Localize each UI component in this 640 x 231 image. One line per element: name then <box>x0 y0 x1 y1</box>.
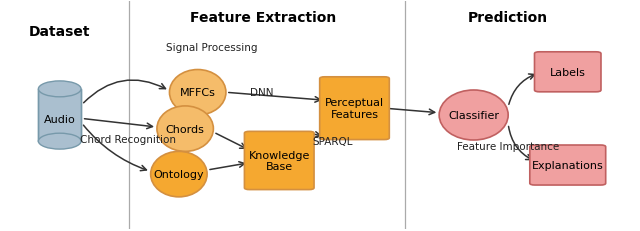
Text: Ontology: Ontology <box>154 169 204 179</box>
Text: Signal Processing: Signal Processing <box>166 43 258 53</box>
Text: Chords: Chords <box>166 124 205 134</box>
Text: Explanations: Explanations <box>532 160 604 170</box>
Text: DNN: DNN <box>250 88 273 98</box>
FancyBboxPatch shape <box>244 132 314 190</box>
Ellipse shape <box>38 82 81 97</box>
Ellipse shape <box>150 152 207 197</box>
Text: Chord Recognition: Chord Recognition <box>81 134 177 144</box>
Text: Labels: Labels <box>550 67 586 77</box>
Text: Prediction: Prediction <box>468 11 548 25</box>
Ellipse shape <box>439 91 508 140</box>
Text: Feature Importance: Feature Importance <box>457 141 559 151</box>
Text: Dataset: Dataset <box>29 25 90 39</box>
FancyBboxPatch shape <box>38 89 81 142</box>
Ellipse shape <box>38 134 81 149</box>
Text: MFFCs: MFFCs <box>180 88 216 98</box>
Ellipse shape <box>170 70 226 116</box>
Text: Classifier: Classifier <box>448 110 499 121</box>
Text: Audio: Audio <box>44 115 76 125</box>
Text: SPARQL: SPARQL <box>312 137 353 146</box>
Text: Feature Extraction: Feature Extraction <box>191 11 337 25</box>
FancyBboxPatch shape <box>320 77 389 140</box>
Text: Perceptual
Features: Perceptual Features <box>325 98 384 119</box>
Text: Knowledge
Base: Knowledge Base <box>248 150 310 172</box>
Ellipse shape <box>157 106 213 152</box>
FancyBboxPatch shape <box>530 145 605 185</box>
FancyBboxPatch shape <box>534 53 601 92</box>
